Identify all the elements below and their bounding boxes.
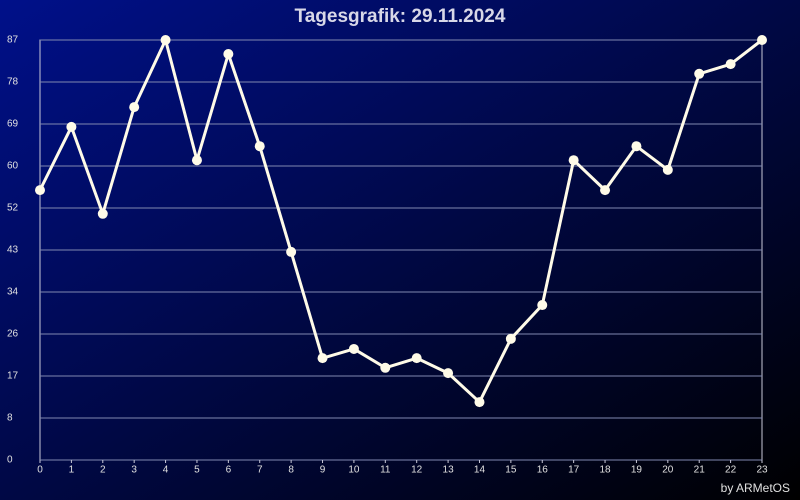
data-point <box>631 141 642 152</box>
data-point <box>474 397 485 408</box>
data-point <box>568 155 579 166</box>
x-tick-label: 13 <box>443 465 455 476</box>
x-tick-label: 5 <box>194 465 200 476</box>
y-tick-label: 0 <box>7 455 13 466</box>
y-tick-label: 17 <box>7 371 19 382</box>
x-tick-label: 1 <box>69 465 75 476</box>
y-tick-label: 26 <box>7 329 19 340</box>
x-tick-label: 21 <box>694 465 706 476</box>
data-point <box>662 164 673 175</box>
x-tick-label: 8 <box>288 465 294 476</box>
footer: by ARMetOS <box>721 481 790 495</box>
data-point <box>505 333 516 344</box>
x-tick-label: 19 <box>631 465 643 476</box>
data-point <box>223 49 234 59</box>
data-point <box>286 246 297 257</box>
y-tick-label: 34 <box>7 287 19 298</box>
x-tick-label: 9 <box>320 465 326 476</box>
data-point <box>443 368 454 379</box>
y-tick-label: 87 <box>7 35 19 46</box>
y-tick-label: 78 <box>7 77 19 88</box>
y-tick-label: 43 <box>7 245 19 256</box>
x-tick-label: 3 <box>131 465 137 476</box>
x-tick-label: 6 <box>226 465 232 476</box>
x-tick-label: 2 <box>100 465 106 476</box>
data-point <box>694 68 705 79</box>
data-point <box>380 362 391 373</box>
data-point <box>537 300 548 311</box>
data-point <box>411 353 422 364</box>
y-tick-label: 52 <box>7 203 19 214</box>
x-tick-label: 18 <box>599 465 611 476</box>
data-point <box>191 155 202 166</box>
x-tick-label: 4 <box>163 465 169 476</box>
data-point <box>600 185 611 196</box>
data-point <box>35 185 45 196</box>
x-tick-label: 20 <box>662 465 674 476</box>
x-tick-label: 7 <box>257 465 263 476</box>
x-tick-label: 10 <box>348 465 360 476</box>
x-tick-label: 11 <box>380 465 391 476</box>
x-tick-label: 22 <box>725 465 737 476</box>
data-point <box>97 208 108 219</box>
x-tick-label: 23 <box>756 465 768 476</box>
y-tick-label: 60 <box>7 161 19 172</box>
data-point <box>66 121 77 132</box>
data-point <box>725 59 736 70</box>
x-tick-label: 14 <box>474 465 486 476</box>
x-tick-label: 17 <box>568 465 580 476</box>
y-tick-label: 8 <box>7 413 13 424</box>
line <box>38 38 763 404</box>
x-tick-label: 15 <box>505 465 517 476</box>
data-point <box>129 102 140 113</box>
data-point <box>160 35 171 45</box>
data-point <box>757 35 767 45</box>
data-point <box>254 141 265 152</box>
x-tick-label: 16 <box>537 465 549 476</box>
data-point <box>348 343 359 354</box>
x-tick-label: 0 <box>37 465 43 476</box>
data-point <box>317 353 328 364</box>
chart-title: Tagesgrafik: 29.11.2024 <box>295 6 506 27</box>
y-tick-label: 69 <box>7 119 19 130</box>
x-tick-label: 12 <box>411 465 423 476</box>
